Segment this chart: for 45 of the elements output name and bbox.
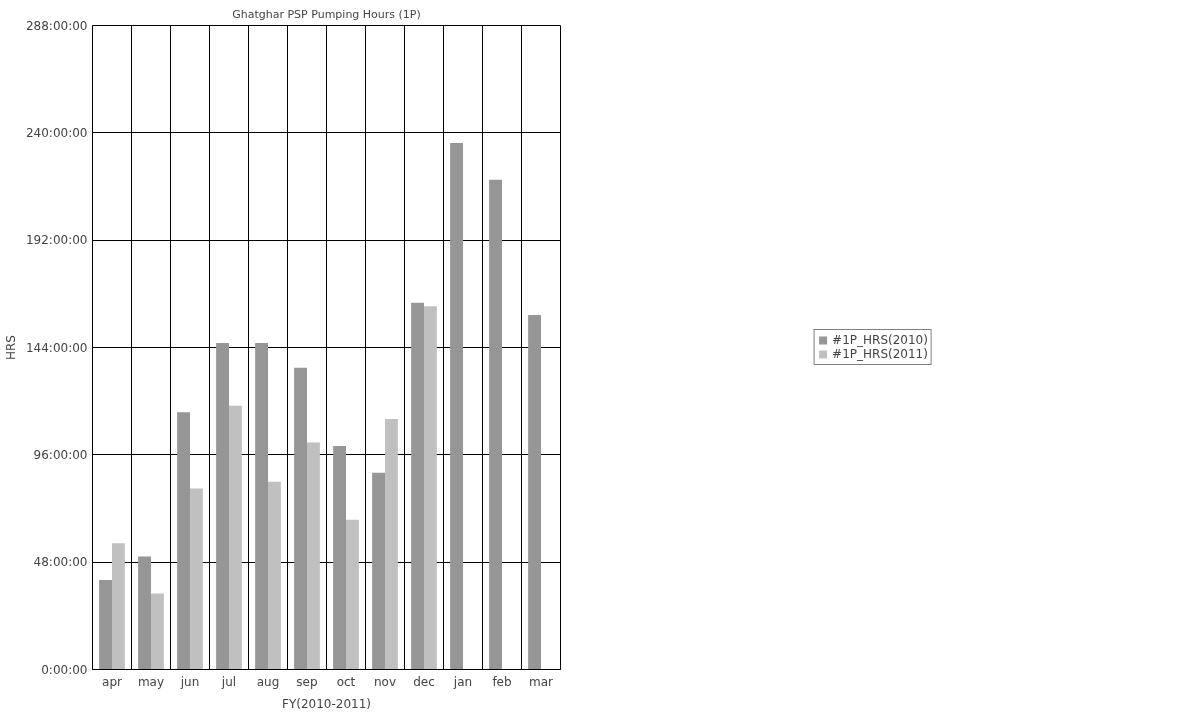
x-tick-label: oct bbox=[336, 674, 356, 689]
x-axis-title: FY(2010-2011) bbox=[282, 696, 372, 711]
bar bbox=[112, 543, 125, 670]
bar bbox=[190, 488, 203, 670]
bar bbox=[333, 445, 346, 670]
x-tick-label: jun bbox=[179, 674, 200, 689]
x-tick-label: feb bbox=[492, 674, 512, 689]
bar bbox=[255, 343, 268, 670]
bar bbox=[346, 519, 359, 670]
bar bbox=[138, 556, 151, 670]
bar bbox=[411, 302, 424, 670]
y-tick-label: 144:00:00 bbox=[25, 340, 88, 355]
y-tick-label: 48:00:00 bbox=[33, 555, 88, 570]
bar bbox=[268, 481, 281, 670]
chart-title: Ghatghar PSP Pumping Hours (1P) bbox=[232, 7, 421, 21]
x-tick-label: jan bbox=[452, 674, 473, 689]
bar bbox=[489, 179, 502, 670]
bar bbox=[372, 472, 385, 670]
bar bbox=[528, 315, 541, 670]
bar bbox=[385, 419, 398, 670]
bar bbox=[177, 412, 190, 670]
y-tick-label: 192:00:00 bbox=[25, 233, 88, 248]
y-tick-label: 0:00:00 bbox=[41, 662, 88, 677]
x-tick-label: dec bbox=[413, 674, 435, 689]
bar bbox=[151, 593, 164, 670]
bar bbox=[216, 343, 229, 670]
x-tick-label: sep bbox=[296, 674, 318, 689]
bar bbox=[450, 142, 463, 670]
x-tick-label: aug bbox=[256, 674, 280, 689]
bar bbox=[99, 580, 112, 670]
legend-label: #1P_HRS(2010) bbox=[832, 333, 928, 347]
x-tick-label: nov bbox=[373, 674, 397, 689]
y-tick-label: 240:00:00 bbox=[25, 125, 88, 140]
bar bbox=[294, 367, 307, 670]
y-axis-title: HRS bbox=[3, 335, 18, 360]
x-tick-label: may bbox=[137, 674, 165, 689]
x-tick-label: mar bbox=[529, 674, 554, 689]
bar bbox=[307, 442, 320, 670]
legend-label: #1P_HRS(2011) bbox=[832, 347, 928, 361]
y-tick-label: 288:00:00 bbox=[25, 18, 88, 33]
bar bbox=[424, 306, 437, 670]
x-tick-label: jul bbox=[220, 674, 237, 689]
bar bbox=[229, 405, 242, 670]
x-tick-label: apr bbox=[102, 674, 123, 689]
y-tick-label: 96:00:00 bbox=[33, 447, 88, 462]
